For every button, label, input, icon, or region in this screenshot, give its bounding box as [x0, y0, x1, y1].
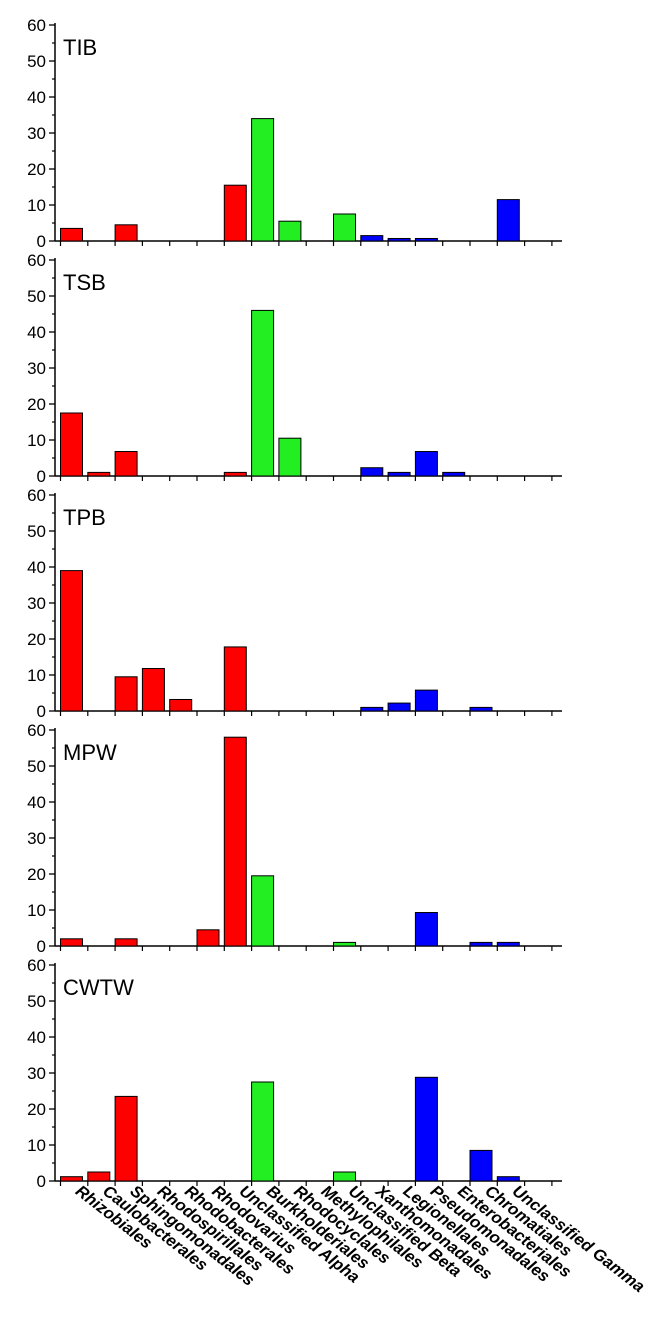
y-tick-label: 20 — [27, 1100, 46, 1119]
bar-mpw-chromatiales — [469, 941, 493, 947]
y-tick-label: 60 — [27, 251, 46, 270]
bar-cwtw-unclassified-gamma — [496, 1176, 520, 1182]
bar-tsb-unclassified-alpha — [223, 471, 247, 477]
panel-label: MPW — [63, 740, 117, 765]
bar-tpb-unclassified-alpha — [223, 646, 247, 712]
bar-tib-rhodocyclales — [278, 220, 302, 242]
bar-mpw-burkholderiales — [251, 875, 275, 947]
y-tick-label: 0 — [37, 702, 46, 721]
bar-tsb-sphingomonadales — [114, 451, 138, 477]
bar-tib-pseudomonadales — [414, 237, 438, 242]
y-tick-label: 60 — [27, 16, 46, 35]
panel-mpw: 0 10 20 30 40 50 60 MPW — [27, 721, 562, 956]
bar-tsb-pseudomonadales — [414, 451, 438, 477]
y-tick-label: 20 — [27, 160, 46, 179]
bar-tsb-legionellales — [387, 471, 411, 477]
bar-tpb-xanthomonadales — [360, 706, 384, 712]
y-tick-label: 20 — [27, 630, 46, 649]
bar-tpb-rhizobiales — [60, 570, 83, 712]
y-tick-label: 50 — [27, 522, 46, 541]
bar-mpw-unclassified-beta — [333, 941, 356, 947]
bar-tpb-rhodospirillales — [141, 668, 165, 712]
y-tick-label: 30 — [27, 359, 46, 378]
panel-label: TIB — [63, 35, 97, 60]
y-tick-label: 0 — [37, 937, 46, 956]
bar-tpb-pseudomonadales — [414, 689, 438, 712]
y-tick-label: 0 — [37, 467, 46, 486]
bar-tsb-burkholderiales — [251, 309, 275, 477]
panel-label: TSB — [63, 270, 106, 295]
bar-tpb-chromatiales — [469, 706, 493, 712]
y-tick-label: 50 — [27, 52, 46, 71]
y-tick-label: 40 — [27, 1028, 46, 1047]
y-tick-label: 30 — [27, 1064, 46, 1083]
bar-cwtw-pseudomonadales — [414, 1076, 438, 1182]
y-tick-label: 40 — [27, 558, 46, 577]
y-tick-label: 50 — [27, 287, 46, 306]
panel-tsb: 0 10 20 30 40 50 60 TSB — [27, 251, 562, 486]
y-tick-label: 40 — [27, 323, 46, 342]
bar-tsb-enterobacteriales — [442, 471, 466, 477]
bar-tpb-sphingomonadales — [114, 676, 138, 712]
bar-cwtw-chromatiales — [469, 1149, 493, 1182]
y-tick-label: 30 — [27, 594, 46, 613]
bar-tpb-rhodobacterales — [169, 698, 193, 712]
y-tick-label: 20 — [27, 395, 46, 414]
bar-tib-unclassified-gamma — [496, 199, 520, 242]
y-tick-label: 10 — [27, 196, 46, 215]
y-tick-label: 0 — [37, 1172, 46, 1191]
y-tick-label: 10 — [27, 1136, 46, 1155]
bar-tib-rhizobiales — [60, 227, 83, 242]
y-tick-label: 30 — [27, 124, 46, 143]
bar-mpw-unclassified-gamma — [496, 941, 520, 947]
bar-tpb-legionellales — [387, 702, 411, 712]
bar-tsb-xanthomonadales — [360, 467, 384, 477]
y-tick-label: 10 — [27, 901, 46, 920]
y-tick-label: 60 — [27, 956, 46, 975]
panel-label: CWTW — [63, 975, 134, 1000]
y-tick-label: 20 — [27, 865, 46, 884]
y-tick-label: 40 — [27, 793, 46, 812]
bar-tsb-rhodocyclales — [278, 437, 302, 477]
panel-tib: 0 10 20 30 40 50 60 TIB — [27, 16, 562, 251]
category-labels: RhizobialesCaulobacteralesSphingomonadal… — [72, 1181, 648, 1296]
y-tick-label: 0 — [37, 232, 46, 251]
bar-mpw-pseudomonadales — [414, 912, 438, 947]
bar-tsb-rhizobiales — [60, 412, 83, 477]
bar-tib-sphingomonadales — [114, 224, 138, 242]
panel-cwtw: 0 10 20 30 40 50 60 CWTW — [27, 956, 562, 1191]
bar-tib-unclassified-alpha — [223, 184, 247, 242]
y-tick-label: 50 — [27, 992, 46, 1011]
bar-tib-burkholderiales — [251, 118, 275, 242]
bar-tib-unclassified-beta — [333, 213, 356, 242]
bar-mpw-rhizobiales — [60, 938, 83, 947]
bar-tsb-caulobacterales — [87, 471, 111, 477]
bar-cwtw-sphingomonadales — [114, 1095, 138, 1182]
bar-cwtw-unclassified-beta — [333, 1171, 356, 1182]
bar-cwtw-rhizobiales — [60, 1176, 83, 1182]
y-tick-label: 50 — [27, 757, 46, 776]
y-tick-label: 10 — [27, 431, 46, 450]
bar-tib-xanthomonadales — [360, 235, 384, 242]
y-tick-label: 10 — [27, 666, 46, 685]
bar-mpw-sphingomonadales — [114, 938, 138, 947]
y-tick-label: 60 — [27, 486, 46, 505]
y-tick-label: 30 — [27, 829, 46, 848]
panel-label: TPB — [63, 505, 106, 530]
panel-tpb: 0 10 20 30 40 50 60 TPB — [27, 486, 562, 721]
bar-mpw-unclassified-alpha — [223, 736, 247, 947]
bar-tib-legionellales — [387, 237, 411, 242]
bar-mpw-rhodovarius — [196, 929, 220, 947]
y-tick-label: 40 — [27, 88, 46, 107]
bar-cwtw-caulobacterales — [87, 1171, 111, 1182]
bar-cwtw-burkholderiales — [251, 1081, 275, 1182]
y-tick-label: 60 — [27, 721, 46, 740]
